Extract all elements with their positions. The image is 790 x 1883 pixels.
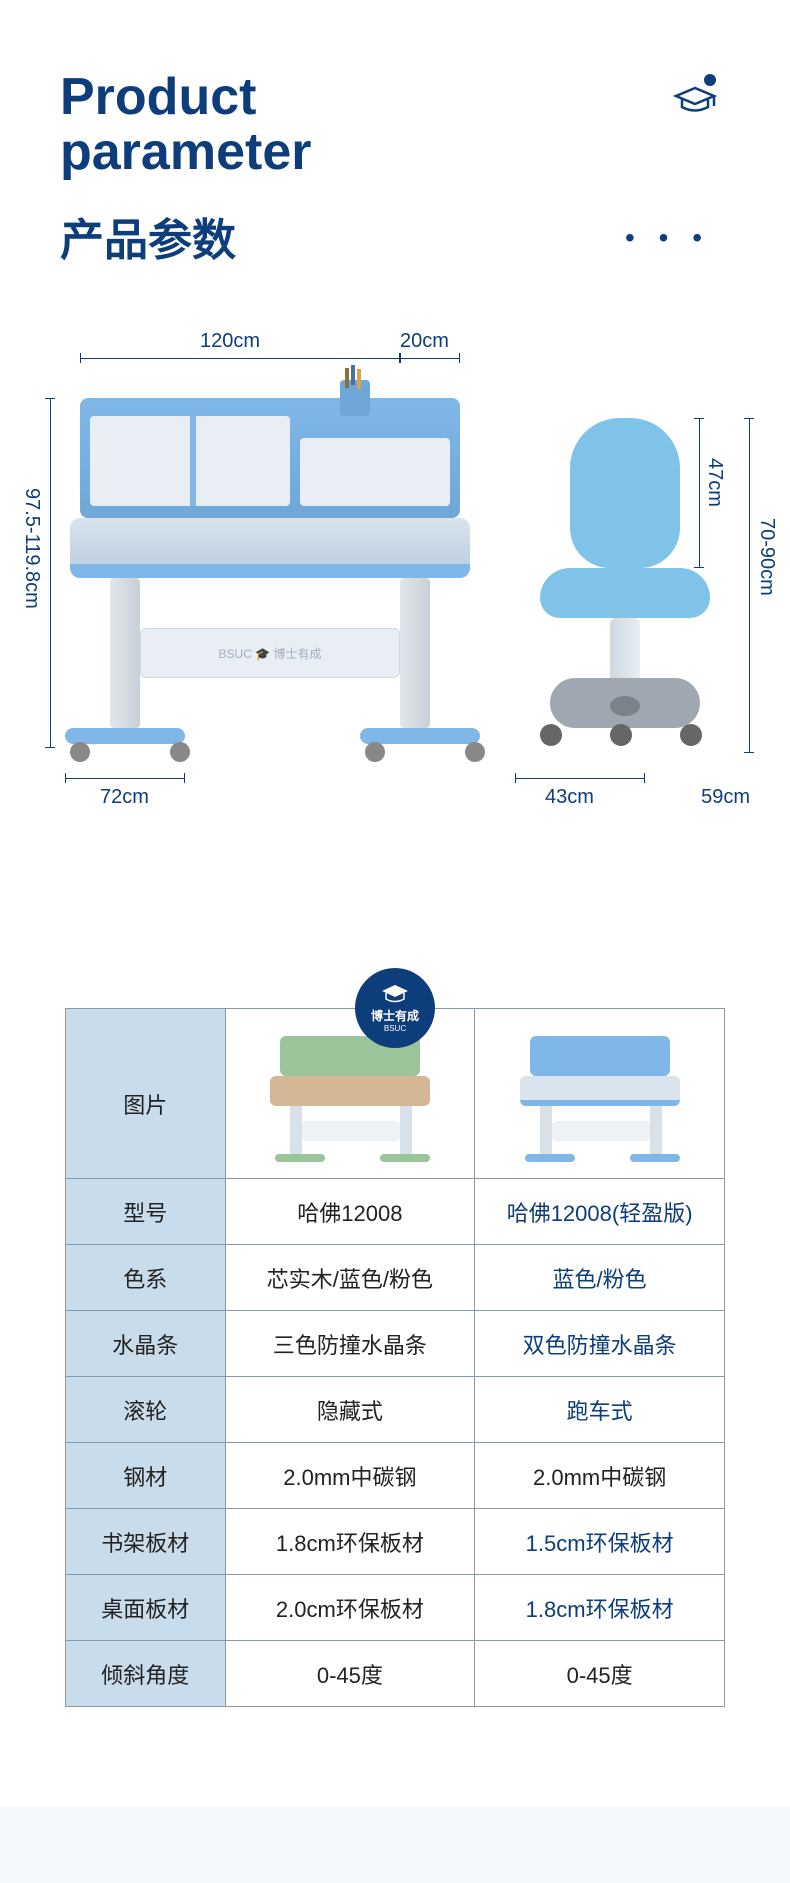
- row-c1: 0-45度: [225, 1641, 475, 1707]
- desk-crossbar: BSUC 🎓 博士有成: [140, 628, 400, 678]
- row-label: 桌面板材: [66, 1575, 226, 1641]
- page-container: Product parameter 产品参数 • • • 120cm 20cm …: [0, 0, 790, 1807]
- desk-wheel: [70, 742, 90, 762]
- dim-desk-height: 97.5-119.8cm: [20, 488, 43, 609]
- table-row: 水晶条 三色防撞水晶条 双色防撞水晶条: [66, 1311, 725, 1377]
- desk-shelf: [80, 398, 460, 518]
- row-label: 书架板材: [66, 1509, 226, 1575]
- row-label: 滚轮: [66, 1377, 226, 1443]
- table-row: 滚轮 隐藏式 跑车式: [66, 1377, 725, 1443]
- row-c1: 1.8cm环保板材: [225, 1509, 475, 1575]
- row-label: 钢材: [66, 1443, 226, 1509]
- desk-leg-left: [110, 578, 140, 728]
- row-c2: 1.5cm环保板材: [475, 1509, 725, 1575]
- title-en-line2: parameter: [60, 123, 311, 181]
- desk-tabletop: [70, 518, 470, 578]
- chair-wheel: [540, 724, 562, 746]
- thumb-cell-2: [475, 1009, 725, 1179]
- table-section: 博士有成 BSUC 图片: [0, 928, 790, 1807]
- title-row: 产品参数 • • •: [60, 204, 730, 268]
- row-c2: 哈佛12008(轻盈版): [475, 1179, 725, 1245]
- chair-wheel: [680, 724, 702, 746]
- table-row: 型号 哈佛12008 哈佛12008(轻盈版): [66, 1179, 725, 1245]
- row-c1: 2.0cm环保板材: [225, 1575, 475, 1641]
- title-english: Product parameter: [60, 70, 730, 179]
- row-c1: 2.0mm中碳钢: [225, 1443, 475, 1509]
- dim-line-chair-back: [699, 418, 700, 568]
- dim-chair-height: 70-90cm: [755, 518, 778, 596]
- table-row: 色系 芯实木/蓝色/粉色 蓝色/粉色: [66, 1245, 725, 1311]
- shelf-right-compartment: [300, 438, 450, 506]
- desk-wheel: [170, 742, 190, 762]
- dim-chair-back: 47cm: [703, 458, 726, 507]
- ellipsis-dots: • • •: [625, 222, 710, 254]
- row-c2: 2.0mm中碳钢: [475, 1443, 725, 1509]
- chair-illustration: [520, 418, 720, 758]
- dim-line-chair-height: [749, 418, 750, 753]
- dim-desk-width: 120cm: [200, 330, 260, 353]
- dim-chair-depth: 59cm: [701, 786, 750, 809]
- pencils-icon: [345, 368, 349, 388]
- chair-seat: [540, 568, 710, 618]
- desk-wheel: [465, 742, 485, 762]
- row-c2: 跑车式: [475, 1377, 725, 1443]
- dim-chair-base: 43cm: [545, 786, 594, 809]
- row-c1: 隐藏式: [225, 1377, 475, 1443]
- row-label: 型号: [66, 1179, 226, 1245]
- dim-line-desk-height: [50, 398, 51, 748]
- thumb-cell-1: [225, 1009, 475, 1179]
- row-label: 图片: [66, 1009, 226, 1179]
- row-c1: 三色防撞水晶条: [225, 1311, 475, 1377]
- logo-brand-en: BSUC: [384, 1024, 406, 1033]
- title-chinese: 产品参数: [60, 204, 236, 268]
- dim-line-shelf-depth: [400, 358, 460, 359]
- row-c2: 双色防撞水晶条: [475, 1311, 725, 1377]
- title-en-line1: Product: [60, 68, 256, 126]
- table-row: 桌面板材 2.0cm环保板材 1.8cm环保板材: [66, 1575, 725, 1641]
- row-c2: 0-45度: [475, 1641, 725, 1707]
- dim-line-desk-depth: [65, 778, 185, 779]
- row-label: 倾斜角度: [66, 1641, 226, 1707]
- desk-thumbnail-wood: [260, 1036, 440, 1166]
- dim-shelf-depth: 20cm: [400, 330, 449, 353]
- dim-desk-depth: 72cm: [100, 786, 149, 809]
- desk-thumbnail-blue: [510, 1036, 690, 1166]
- row-c2: 蓝色/粉色: [475, 1245, 725, 1311]
- row-label: 色系: [66, 1245, 226, 1311]
- logo-brand-cn: 博士有成: [371, 1007, 419, 1024]
- table-row: 书架板材 1.8cm环保板材 1.5cm环保板材: [66, 1509, 725, 1575]
- dim-line-desk-width: [80, 358, 400, 359]
- graduation-cap-icon: [670, 70, 720, 120]
- chair-backrest: [570, 418, 680, 568]
- chair-base: [550, 678, 700, 728]
- row-c2: 1.8cm环保板材: [475, 1575, 725, 1641]
- graduation-cap-icon: [380, 983, 410, 1005]
- chair-wheel: [610, 724, 632, 746]
- brand-logo-badge: 博士有成 BSUC: [355, 968, 435, 1048]
- dimension-diagram: 120cm 20cm 97.5-119.8cm 72cm BSUC 🎓 博士有成: [0, 288, 790, 928]
- desk-illustration: BSUC 🎓 博士有成: [80, 378, 460, 758]
- desk-leg-right: [400, 578, 430, 728]
- dim-line-chair-base: [515, 778, 645, 779]
- row-c1: 芯实木/蓝色/粉色: [225, 1245, 475, 1311]
- header-section: Product parameter 产品参数 • • •: [0, 0, 790, 288]
- row-c1: 哈佛12008: [225, 1179, 475, 1245]
- desk-wheel: [365, 742, 385, 762]
- table-row: 钢材 2.0mm中碳钢 2.0mm中碳钢: [66, 1443, 725, 1509]
- row-label: 水晶条: [66, 1311, 226, 1377]
- table-row: 倾斜角度 0-45度 0-45度: [66, 1641, 725, 1707]
- shelf-divider: [190, 416, 196, 506]
- spec-table: 图片: [65, 1008, 725, 1707]
